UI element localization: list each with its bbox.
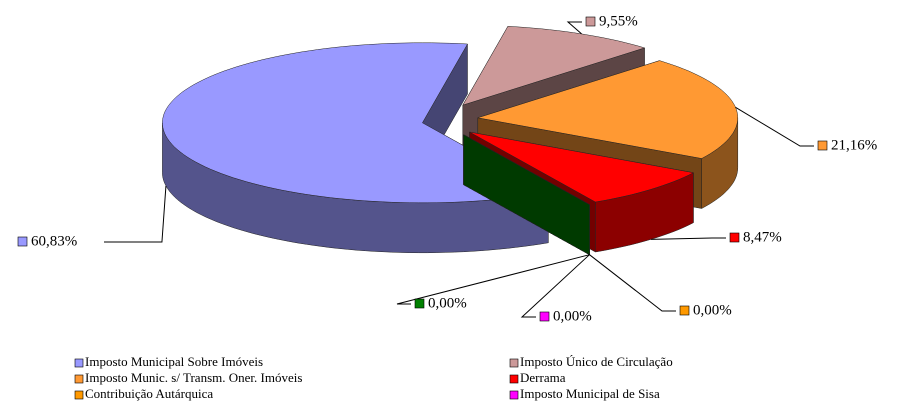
legend-label: Contribuição Autárquica xyxy=(85,386,213,401)
data-label: 0,00% xyxy=(428,295,467,311)
slice-top xyxy=(463,134,590,205)
leader-line xyxy=(104,185,167,243)
legend-label: Imposto Munic. s/ Transm. Oner. Imóveis xyxy=(85,370,302,385)
slice-top xyxy=(469,131,695,203)
label-swatch xyxy=(729,232,740,243)
legend-swatch xyxy=(74,358,84,368)
slice-top xyxy=(162,42,550,204)
legend-label: Imposto Único de Circulação xyxy=(520,354,673,369)
data-label: 8,47% xyxy=(743,229,782,245)
leader-line xyxy=(520,254,590,318)
slice-top xyxy=(477,60,738,159)
legend-swatch xyxy=(74,374,84,384)
label-swatch xyxy=(17,236,28,247)
data-label: 60,83% xyxy=(31,233,77,249)
label-swatch xyxy=(817,140,828,151)
leader-line xyxy=(566,21,582,35)
data-label: 0,00% xyxy=(553,308,592,324)
legend-label: Imposto Municipal de Sisa xyxy=(520,386,660,401)
slice xyxy=(463,134,590,256)
legend-swatch xyxy=(509,390,519,400)
label-swatch xyxy=(414,298,425,309)
legend-swatch xyxy=(74,390,84,400)
leader-line xyxy=(650,237,726,240)
data-label: 9,55% xyxy=(599,13,638,29)
label-swatch xyxy=(539,311,550,322)
slice-top xyxy=(462,26,646,106)
label-swatch xyxy=(679,305,690,316)
leader-line xyxy=(396,254,590,305)
legend-label: Imposto Municipal Sobre Imóveis xyxy=(85,354,263,369)
label-swatch xyxy=(585,16,596,27)
legend-swatch xyxy=(509,374,519,384)
leader-line xyxy=(589,254,676,312)
data-label: 0,00% xyxy=(693,302,732,318)
legend-swatch xyxy=(509,358,519,368)
legend-label: Derrama xyxy=(520,370,566,385)
leader-line xyxy=(735,106,814,147)
data-label: 21,16% xyxy=(831,137,877,153)
